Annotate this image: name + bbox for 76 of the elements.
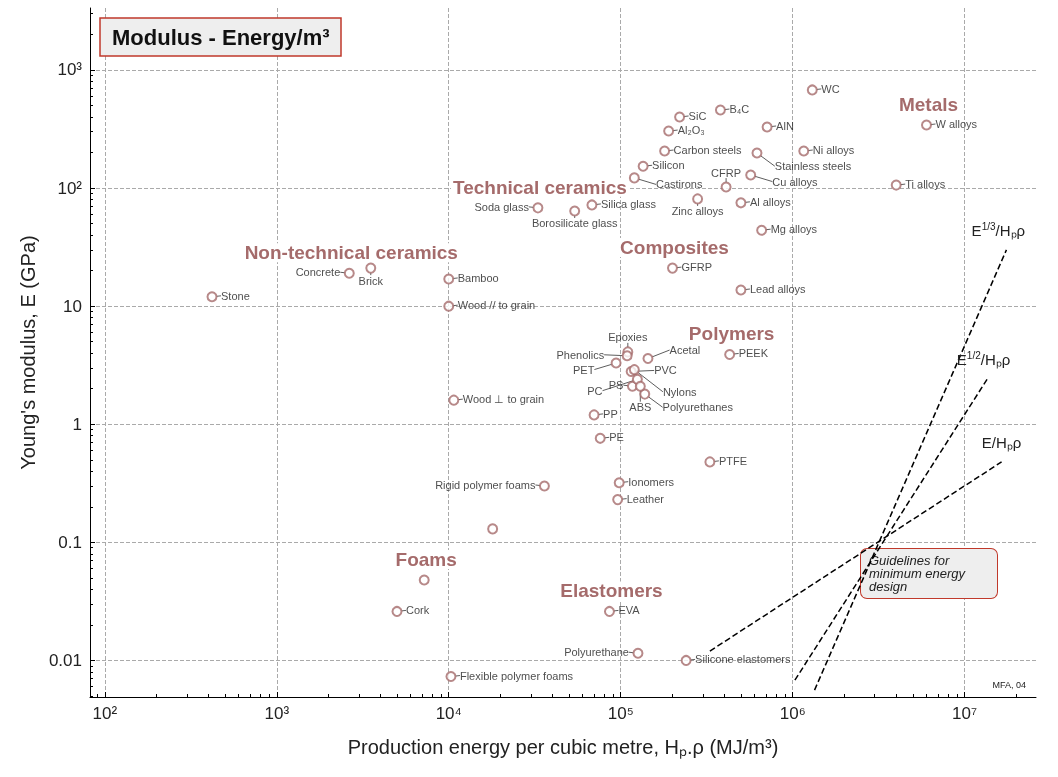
y-tick-label: 0.01 xyxy=(48,650,82,670)
data-label: SiC xyxy=(688,109,707,122)
data-label: Castirons xyxy=(656,178,703,191)
data-label: Stone xyxy=(221,289,250,302)
y-tick-label: 0.1 xyxy=(58,532,82,552)
annotation: MFA, 04 xyxy=(992,679,1026,690)
data-label: PEEK xyxy=(738,347,769,360)
data-label: Ionomers xyxy=(628,475,675,488)
data-label: Acetal xyxy=(669,344,701,357)
data-label: AlN xyxy=(776,120,794,133)
data-label: Polyurethane xyxy=(564,646,629,659)
y-tick-label: 10 xyxy=(63,296,82,316)
data-label: CFRP xyxy=(711,166,742,179)
data-label: Phenolics xyxy=(556,348,605,361)
data-label: Soda glass xyxy=(474,200,530,213)
annotation: Guidelines for minimum energy design xyxy=(869,553,969,594)
data-label: Al alloys xyxy=(749,195,792,208)
data-label: Silica glass xyxy=(600,197,657,210)
series-label: E/Hₚρ xyxy=(981,432,1022,452)
x-tick-label: 10⁴ xyxy=(435,704,462,723)
data-label: Concrete xyxy=(295,266,341,279)
data-label: W alloys xyxy=(935,118,978,131)
data-label: Stainless steels xyxy=(774,160,852,173)
data-label: Silicon xyxy=(652,159,685,172)
data-label: Carbon steels xyxy=(673,144,742,157)
data-label: Brick xyxy=(358,274,384,287)
data-label: Ti alloys xyxy=(905,178,946,191)
data-label: PTFE xyxy=(718,454,747,467)
x-tick-label: 10³ xyxy=(264,704,290,723)
text: Modulus - Energy/m³ xyxy=(112,24,330,50)
y-tick-label: 10³ xyxy=(57,60,83,80)
data-label: EVA xyxy=(618,604,641,617)
x-tick-label: 10⁷ xyxy=(952,704,978,723)
data-label: Bamboo xyxy=(457,271,499,284)
data-label: WC xyxy=(821,82,840,95)
series-label: E$^{1/3}$/Hₚρ xyxy=(971,219,1026,240)
data-label: PVC xyxy=(654,364,677,377)
data-label: Cork xyxy=(405,604,430,617)
series-label: Technical ceramics xyxy=(452,176,627,198)
x-axis-title: Production energy per cubic metre, Hₚ.ρ (MJ/m³) xyxy=(347,736,779,759)
data-label: PET xyxy=(573,363,595,376)
data-label: Lead alloys xyxy=(749,283,807,296)
y-axis-title: Young's modulus, E (GPa) xyxy=(17,235,39,470)
series-label: Polymers xyxy=(688,323,775,345)
x-tick-label: 10⁵ xyxy=(607,704,634,723)
x-tick-label: 10² xyxy=(92,704,118,723)
data-label: PP xyxy=(603,407,618,420)
data-label: Flexible polymer foams xyxy=(459,669,574,682)
data-label: PC xyxy=(587,384,603,397)
data-label: Ni alloys xyxy=(812,144,855,157)
data-label: Leather xyxy=(626,492,665,505)
data-label: ABS xyxy=(629,401,652,414)
series-label: Non-technical ceramics xyxy=(244,242,458,264)
data-label: Silicone elastomers xyxy=(695,653,791,666)
series-label: E$^{1/2}$/Hₚρ xyxy=(956,349,1011,370)
data-label: PE xyxy=(609,431,624,444)
data-label: Mg alloys xyxy=(770,223,818,236)
data-label: Borosilicate glass xyxy=(531,217,618,230)
series-label: Foams xyxy=(395,548,457,570)
data-label: Polyurethanes xyxy=(662,401,734,414)
data-label: Zinc alloys xyxy=(671,205,725,218)
data-label: Wood ⊥ to grain xyxy=(462,393,545,406)
series-label: Elastomers xyxy=(560,580,663,602)
data-label: Al₂O₃ xyxy=(677,124,705,137)
y-tick-label: 1 xyxy=(72,414,82,434)
data-label: B₄C xyxy=(729,103,750,116)
data-label: Wood // to grain xyxy=(457,299,536,312)
data-label: Nylons xyxy=(662,385,698,398)
series-label: Metals xyxy=(898,94,959,116)
data-label: Rigid polymer foams xyxy=(435,478,536,491)
x-tick-label: 10⁶ xyxy=(779,704,806,723)
data-label: Epoxies xyxy=(608,331,648,344)
data-label: Cu alloys xyxy=(772,175,819,188)
data-label: GFRP xyxy=(681,261,713,274)
y-tick-label: 10² xyxy=(57,178,83,198)
series-label: Composites xyxy=(620,237,729,259)
